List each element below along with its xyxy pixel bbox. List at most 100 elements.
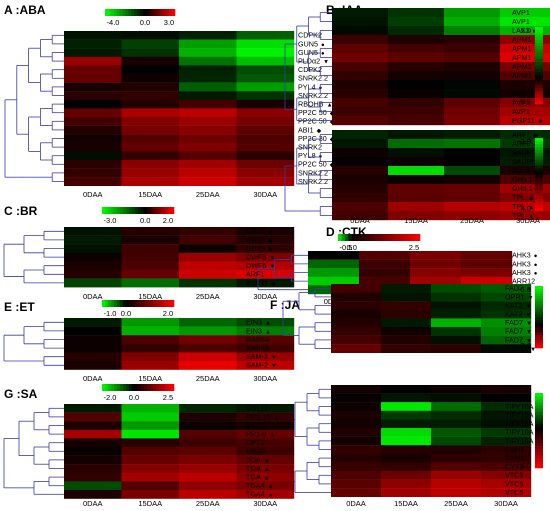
heatmap-cell [444, 26, 501, 36]
heatmap-cell [179, 318, 237, 327]
heatmap-cell [444, 8, 501, 18]
heatmap-cell [500, 148, 550, 158]
heatmap-cell [121, 39, 180, 49]
gene-symbol: ▲ [525, 388, 531, 394]
gene-label: GRF3 ◆ [246, 244, 273, 253]
heatmap-cell [332, 98, 389, 108]
heatmap-cell [431, 292, 482, 302]
colorbar-segment [113, 9, 117, 16]
colorbar-segment [135, 300, 139, 307]
heatmap-cell [121, 326, 180, 336]
colorbar-segment [151, 9, 155, 16]
gene-label: DWF5 ▼ [246, 253, 275, 262]
gene-name: VTC5 [505, 479, 523, 488]
heatmap-cell [179, 56, 237, 66]
heatmap-cell [388, 26, 445, 36]
colorbar-label: -3.0 [104, 216, 117, 225]
colorbar-segment [171, 207, 175, 214]
heatmap-cell [179, 335, 237, 344]
colorbar-segment [365, 234, 370, 241]
gene-name: TGA4 [246, 490, 265, 499]
column-label: 0DAA [83, 292, 103, 301]
colorbar-segment [535, 207, 543, 212]
heatmap-cell [500, 116, 550, 126]
gene-name: RAB8A [246, 344, 270, 353]
heatmap-cell [500, 184, 550, 194]
colorbar-segment [159, 300, 163, 307]
gene-label: CYT1 [505, 462, 523, 471]
gene-name: FAD7 [505, 327, 523, 336]
gene-label: COI2 ▲ [505, 385, 531, 394]
gene-name: APM1 [512, 53, 532, 62]
column-label: 25DAA [196, 374, 220, 383]
colorbar-segment [535, 324, 543, 328]
colorbar-label: 2.0 [163, 309, 173, 318]
heatmap-cell [481, 462, 532, 472]
panel-title: C :BR [4, 204, 38, 218]
gene-name: AVP1 [512, 17, 530, 26]
gene-symbol: ◆ [268, 230, 273, 236]
colorbar-segment [535, 201, 543, 206]
heatmap-cell [179, 160, 237, 169]
gene-label: GH3.1 [512, 175, 533, 184]
gene-name: PLDα2 [298, 57, 320, 66]
colorbar-segment [114, 300, 118, 307]
heatmap-cell [121, 343, 180, 353]
heatmap-cell [121, 142, 180, 152]
colorbar-segment [120, 384, 124, 391]
heatmap-cell [332, 8, 389, 18]
heatmap-cell [388, 139, 445, 149]
gene-name: CYT1 [505, 462, 523, 471]
gene-name: GUN5 [298, 39, 318, 48]
colorbar-segment [142, 9, 147, 16]
gene-name: TPL [512, 211, 525, 220]
colorbar-segment [535, 402, 543, 406]
heatmap-cell [444, 157, 501, 167]
heatmap-cell [179, 244, 237, 253]
gene-name: SAUR [512, 148, 532, 157]
colorbar-segment [117, 300, 121, 307]
colorbar-segment [102, 300, 106, 307]
gene-label: DWF5 ▼ [246, 261, 275, 270]
heatmap-cell [461, 276, 513, 286]
heatmap-cell [121, 108, 180, 118]
colorbar-label: 4.0 [521, 204, 531, 213]
heatmap-cell [64, 421, 122, 430]
heatmap-cell [121, 472, 180, 482]
colorbar-segment [535, 97, 543, 102]
heatmap-cell [64, 56, 122, 66]
colorbar-segment [535, 81, 543, 86]
colorbar-segment [535, 405, 543, 409]
gene-symbol: ▼ [528, 295, 534, 301]
heatmap-cell [444, 139, 501, 149]
colorbar-segment [105, 207, 109, 214]
colorbar-segment [535, 327, 543, 331]
dendrogram [257, 254, 308, 291]
gene-name: KAT2 [505, 301, 522, 310]
colorbar-segment [162, 207, 166, 214]
colorbar-segment [150, 384, 154, 391]
gene-label: GRF3 ◆ [246, 227, 273, 236]
gene-label: PLDα2 ▼ [505, 344, 536, 353]
colorbar-segment [153, 300, 157, 307]
gene-label: SAUR [512, 148, 532, 157]
colorbar-segment [160, 9, 164, 16]
heatmap-cell [64, 82, 122, 92]
heatmap-cell [500, 175, 550, 185]
gene-label: RAB8A [246, 335, 270, 344]
gene-label: TPL ▲ [512, 211, 534, 220]
gene-name: APM1 [512, 44, 532, 53]
colorbar-segment [341, 234, 346, 241]
colorbar-segment [535, 322, 543, 326]
gene-name: GUN5 [298, 48, 318, 57]
heatmap-cell [500, 130, 550, 140]
heatmap-cell [236, 117, 295, 126]
heatmap-cell [236, 142, 295, 152]
gene-label: GRF3 ◆ [246, 235, 273, 244]
heatmap-cell [388, 148, 445, 158]
colorbar-segment [132, 384, 136, 391]
heatmap-cell [179, 438, 237, 448]
heatmap-cell [308, 251, 360, 260]
heatmap-cell [431, 471, 482, 480]
colorbar-segment [135, 207, 139, 214]
